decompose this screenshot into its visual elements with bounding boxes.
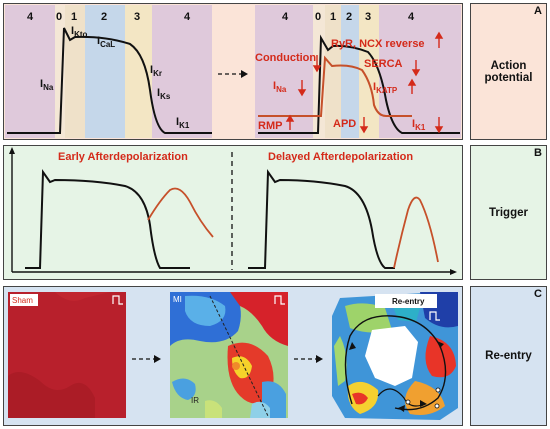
right-phase-2: 2 bbox=[346, 11, 352, 23]
left-phase-1: 1 bbox=[71, 11, 77, 23]
left-phase-4a: 4 bbox=[27, 11, 34, 23]
left-phase-4b: 4 bbox=[184, 11, 191, 23]
label-ik1-right: IK1 bbox=[412, 118, 426, 132]
mi-dashed-line bbox=[209, 295, 269, 417]
right-ap-curve-pathologic bbox=[258, 55, 412, 117]
panel-a-diagram: 4 0 1 2 3 4 4 0 1 2 3 4 IKto ICaL INa IK… bbox=[5, 5, 461, 138]
left-ap-curve bbox=[7, 27, 212, 134]
left-band-phase1 bbox=[65, 5, 85, 138]
red-arrows bbox=[285, 31, 444, 134]
left-phase-0: 0 bbox=[56, 11, 62, 23]
right-phase-0: 0 bbox=[315, 11, 321, 23]
label-ikr: IKr bbox=[150, 64, 162, 78]
label-ryr-ncx: RyR, NCX reverse bbox=[331, 38, 425, 50]
panel-a-label-box: Action potential bbox=[470, 3, 547, 140]
label-rmp: RMP bbox=[258, 120, 282, 132]
label-ik1-left: IK1 bbox=[176, 116, 190, 130]
reentry-circuit-path bbox=[344, 315, 447, 411]
right-band-phase2 bbox=[341, 5, 359, 138]
right-ap-curve-normal bbox=[258, 34, 460, 134]
label-ina: INa bbox=[40, 78, 54, 92]
label-ina-right: INa bbox=[273, 80, 287, 94]
left-phase-3: 3 bbox=[134, 11, 140, 23]
left-band-phase0 bbox=[55, 5, 65, 138]
panel-b-label-box: Trigger bbox=[470, 145, 547, 280]
ead-title: Early Afterdepolarization bbox=[58, 151, 188, 163]
sham-pulse-icon bbox=[112, 295, 123, 305]
mi-label: MI bbox=[173, 295, 182, 304]
panel-b-letter: B bbox=[534, 147, 542, 159]
ead-afterdepolarization bbox=[147, 187, 214, 238]
panel-b-label: Trigger bbox=[489, 206, 528, 219]
panel-b-diagram: Early Afterdepolarization Delayed Afterd… bbox=[9, 147, 457, 275]
label-serca: SERCA bbox=[364, 58, 403, 70]
panel-c-maps: Sham MI IR Re-entry bbox=[8, 292, 458, 420]
right-band-phase4a bbox=[255, 5, 313, 138]
panel-a-label-line1: Action bbox=[490, 59, 527, 72]
dad-title: Delayed Afterdepolarization bbox=[268, 151, 413, 163]
label-ical: ICaL bbox=[97, 35, 115, 49]
label-apd: APD bbox=[333, 118, 356, 130]
right-phase-4a: 4 bbox=[282, 11, 289, 23]
reentry-map: Re-entry bbox=[332, 292, 458, 420]
label-ikto: IKto bbox=[71, 25, 88, 39]
left-band-phase4a bbox=[5, 5, 55, 138]
sham-map: Sham bbox=[8, 292, 126, 418]
ir-label: IR bbox=[191, 396, 199, 405]
label-conduction: Conduction bbox=[255, 52, 316, 64]
right-phase-1: 1 bbox=[330, 11, 336, 23]
mi-map: MI IR bbox=[170, 292, 288, 418]
left-band-phase3 bbox=[125, 5, 152, 138]
left-band-phase4b bbox=[152, 5, 212, 138]
panel-b-x-axis-arrowhead bbox=[450, 269, 457, 275]
panel-b-trigger bbox=[3, 145, 463, 280]
label-ikatp: IKATP bbox=[373, 81, 398, 95]
panel-c-letter: C bbox=[534, 288, 542, 300]
dad-afterdepolarization bbox=[393, 196, 439, 269]
panel-a-letter: A bbox=[534, 5, 542, 17]
sham-label: Sham bbox=[12, 296, 33, 305]
right-band-phase1 bbox=[325, 5, 341, 138]
ead-ap-curve bbox=[25, 168, 190, 269]
dad-ap-curve bbox=[248, 168, 395, 269]
panel-a-label-line2: potential bbox=[484, 71, 533, 84]
mi-pulse-icon bbox=[274, 295, 285, 305]
left-phase-2: 2 bbox=[101, 11, 107, 23]
right-phase-4b: 4 bbox=[408, 11, 415, 23]
reentry-label: Re-entry bbox=[392, 297, 425, 306]
panel-c-label: Re-entry bbox=[485, 350, 532, 362]
panel-c-label-box: Re-entry bbox=[470, 286, 547, 426]
reentry-pulse-icon bbox=[429, 311, 440, 321]
panel-a-transition-arrowhead bbox=[241, 70, 248, 78]
right-phase-3: 3 bbox=[365, 11, 371, 23]
panel-b-y-axis-arrowhead bbox=[9, 147, 15, 154]
label-iks: IKs bbox=[157, 87, 171, 101]
left-band-phase2 bbox=[85, 5, 125, 138]
